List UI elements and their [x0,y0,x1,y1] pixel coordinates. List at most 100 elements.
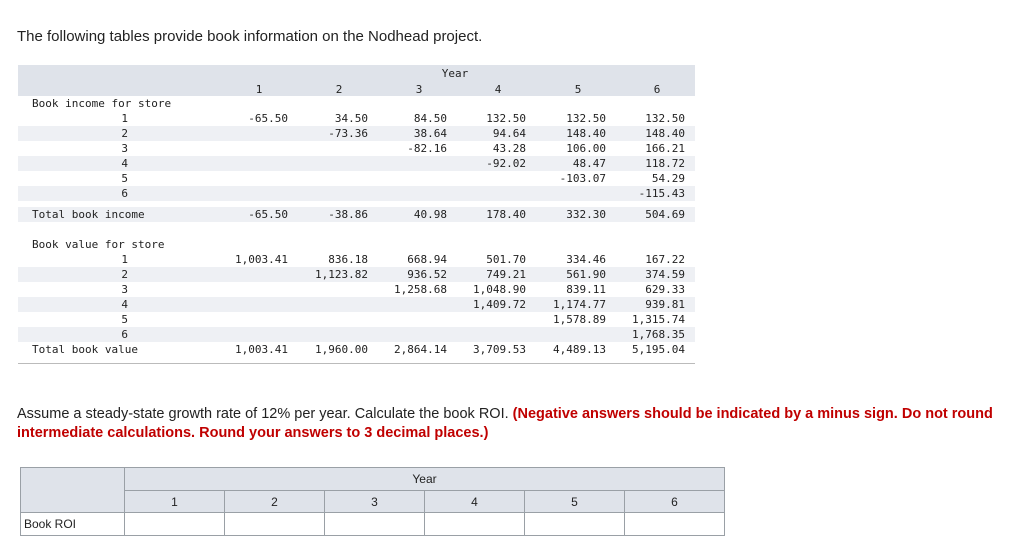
income-cell-year-6: 118.72 [645,157,685,170]
roi-input-year-2[interactable] [225,514,324,534]
answer-year-header-1: 1 [124,490,225,513]
income-cell-year-5: 148.40 [566,127,606,140]
value-cell-year-5: 1,578.89 [553,313,606,326]
store-number: 5 [121,172,128,185]
corner-cell [20,467,125,513]
value-cell-year-4: 501.70 [486,253,526,266]
roi-cell-4 [424,512,525,536]
roi-cell-3 [324,512,425,536]
income-cell-year-6: 54.29 [651,172,685,185]
intro-text: The following tables provide book inform… [17,28,483,45]
year-header-1: 1 [255,83,263,96]
value-section-row: Book value for store [18,237,695,252]
year-header-5: 5 [574,83,582,96]
year-header-2: 2 [335,83,343,96]
total-value-year-6: 5,195.04 [632,343,685,356]
store-number: 6 [121,187,128,200]
income-cell-year-5: 48.47 [572,157,606,170]
total-income-label: Total book income [32,208,145,221]
income-cell-year-4: 132.50 [486,112,526,125]
store-number: 2 [121,268,128,281]
year-header-6: 6 [653,83,661,96]
income-cell-year-5: 132.50 [566,112,606,125]
total-value-row: Total book value 1,003.41 1,960.00 2,864.1… [18,342,695,357]
roi-cell-1 [124,512,225,536]
value-cell-year-3: 936.52 [407,268,447,281]
value-cell-year-2: 1,123.82 [315,268,368,281]
income-cell-year-2: -73.36 [328,127,368,140]
income-cell-year-3: 84.50 [413,112,447,125]
answer-year-header-4: 4 [424,490,525,513]
roi-input-year-3[interactable] [325,514,424,534]
store-number: 1 [121,112,128,125]
total-income-year-2: -38.86 [328,208,368,221]
income-row: 1 -65.50 34.50 84.50 132.50 132.50 132.50 [18,111,695,126]
store-number: 1 [121,253,128,266]
year-header-3: 3 [415,83,423,96]
income-cell-year-3: 38.64 [413,127,447,140]
total-income-year-1: -65.50 [248,208,288,221]
roi-input-year-4[interactable] [425,514,524,534]
income-row: 5 -103.07 54.29 [18,171,695,186]
total-value-year-3: 2,864.14 [394,343,447,356]
value-row: 4 1,409.72 1,174.77 939.81 [18,297,695,312]
question-text: Assume a steady-state growth rate of 12%… [17,405,1007,443]
value-cell-year-5: 839.11 [566,283,606,296]
roi-cell-2 [224,512,325,536]
table-bottom-rule [18,363,695,369]
total-value-year-2: 1,960.00 [315,343,368,356]
value-cell-year-4: 1,409.72 [473,298,526,311]
question-emphasis: (Negative answers should be indicated by… [17,406,993,441]
answer-year-label: Year [124,467,725,491]
store-number: 4 [121,298,128,311]
roi-input-year-1[interactable] [125,514,224,534]
income-cell-year-5: -103.07 [559,172,606,185]
income-cell-year-5: 106.00 [566,142,606,155]
value-row: 6 1,768.35 [18,327,695,342]
value-cell-year-1: 1,003.41 [235,253,288,266]
total-value-label: Total book value [32,343,138,356]
value-cell-year-3: 668.94 [407,253,447,266]
roi-cell-5 [524,512,625,536]
store-number: 4 [121,157,128,170]
income-cell-year-6: 166.21 [645,142,685,155]
book-roi-label: Book ROI [20,512,125,536]
total-income-year-3: 40.98 [413,208,447,221]
value-cell-year-5: 334.46 [566,253,606,266]
table-header: Year 1 2 3 4 5 6 [18,65,695,96]
income-row: 3 -82.16 43.28 106.00 166.21 [18,141,695,156]
income-section-row: Book income for store [18,96,695,111]
value-cell-year-6: 374.59 [645,268,685,281]
book-roi-answer-table: Year 1 2 3 4 5 6 Book ROI [20,467,725,536]
value-cell-year-3: 1,258.68 [394,283,447,296]
year-header-4: 4 [494,83,502,96]
value-cell-year-2: 836.18 [328,253,368,266]
income-row: 4 -92.02 48.47 118.72 [18,156,695,171]
income-cell-year-1: -65.50 [248,112,288,125]
roi-input-year-5[interactable] [525,514,624,534]
value-cell-year-4: 1,048.90 [473,283,526,296]
total-income-year-4: 178.40 [486,208,526,221]
store-number: 3 [121,283,128,296]
answer-year-header-5: 5 [524,490,625,513]
store-number: 6 [121,328,128,341]
value-row: 5 1,578.89 1,315.74 [18,312,695,327]
value-cell-year-5: 561.90 [566,268,606,281]
year-label: Year [441,67,469,80]
total-income-row: Total book income -65.50 -38.86 40.98 178.4… [18,207,695,222]
roi-input-year-6[interactable] [625,514,724,534]
income-section-label: Book income for store [32,97,172,110]
value-cell-year-6: 1,768.35 [632,328,685,341]
question-instructions: Assume a steady-state growth rate of 12%… [17,406,513,422]
value-cell-year-6: 1,315.74 [632,313,685,326]
income-cell-year-4: -92.02 [486,157,526,170]
total-value-year-4: 3,709.53 [473,343,526,356]
roi-cell-6 [624,512,725,536]
book-info-table: Year 1 2 3 4 5 6 Book income for store 1… [18,65,695,369]
income-cell-year-2: 34.50 [334,112,368,125]
value-section-label: Book value for store [32,238,165,251]
income-cell-year-6: -115.43 [638,187,685,200]
answer-year-header-3: 3 [324,490,425,513]
store-number: 3 [121,142,128,155]
income-cell-year-4: 43.28 [492,142,526,155]
